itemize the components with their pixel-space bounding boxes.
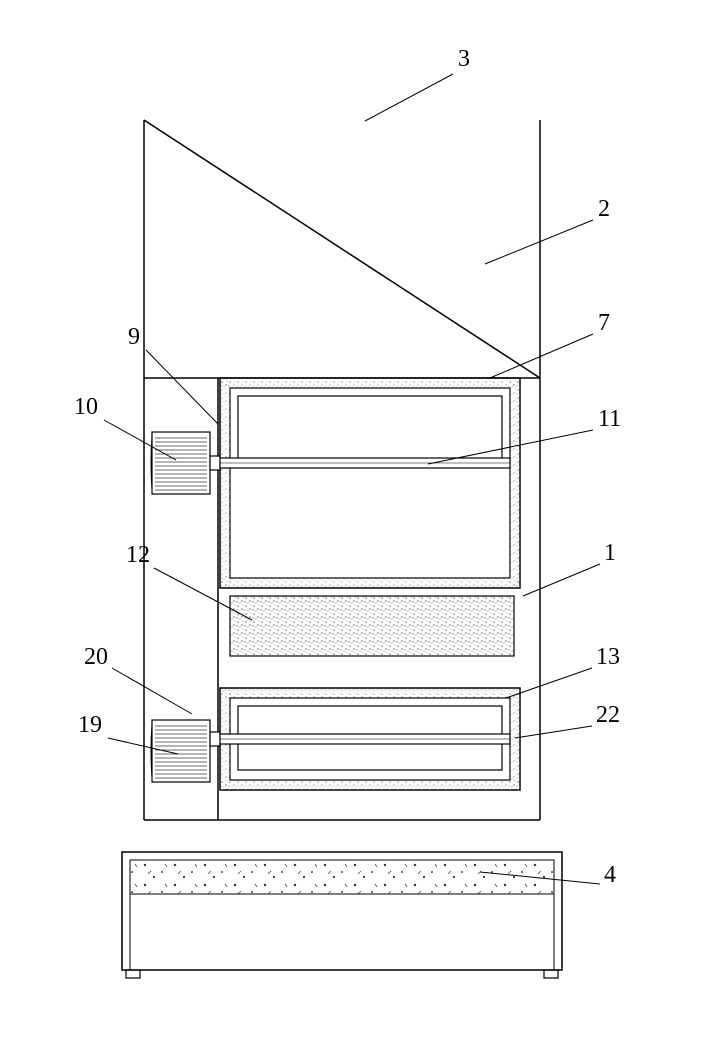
- base-tray: [122, 852, 562, 978]
- label-9: 9: [128, 324, 140, 351]
- label-22: 22: [596, 702, 620, 729]
- motor-lower: [151, 720, 510, 782]
- label-10: 10: [74, 394, 98, 421]
- diagram-canvas: 3 2 7 9 10 11 12 1 20 13 19 22 4: [20, 20, 713, 1020]
- label-13: 13: [596, 644, 620, 671]
- label-2: 2: [598, 196, 610, 223]
- filter-band: [230, 596, 514, 656]
- motor-upper: [151, 432, 510, 494]
- label-19: 19: [78, 712, 102, 739]
- label-4: 4: [604, 862, 616, 889]
- label-12: 12: [126, 542, 150, 569]
- label-20: 20: [84, 644, 108, 671]
- label-1: 1: [604, 540, 616, 567]
- label-7: 7: [598, 310, 610, 337]
- upper-chamber: [220, 378, 520, 588]
- label-3: 3: [458, 46, 470, 73]
- label-11: 11: [598, 406, 621, 433]
